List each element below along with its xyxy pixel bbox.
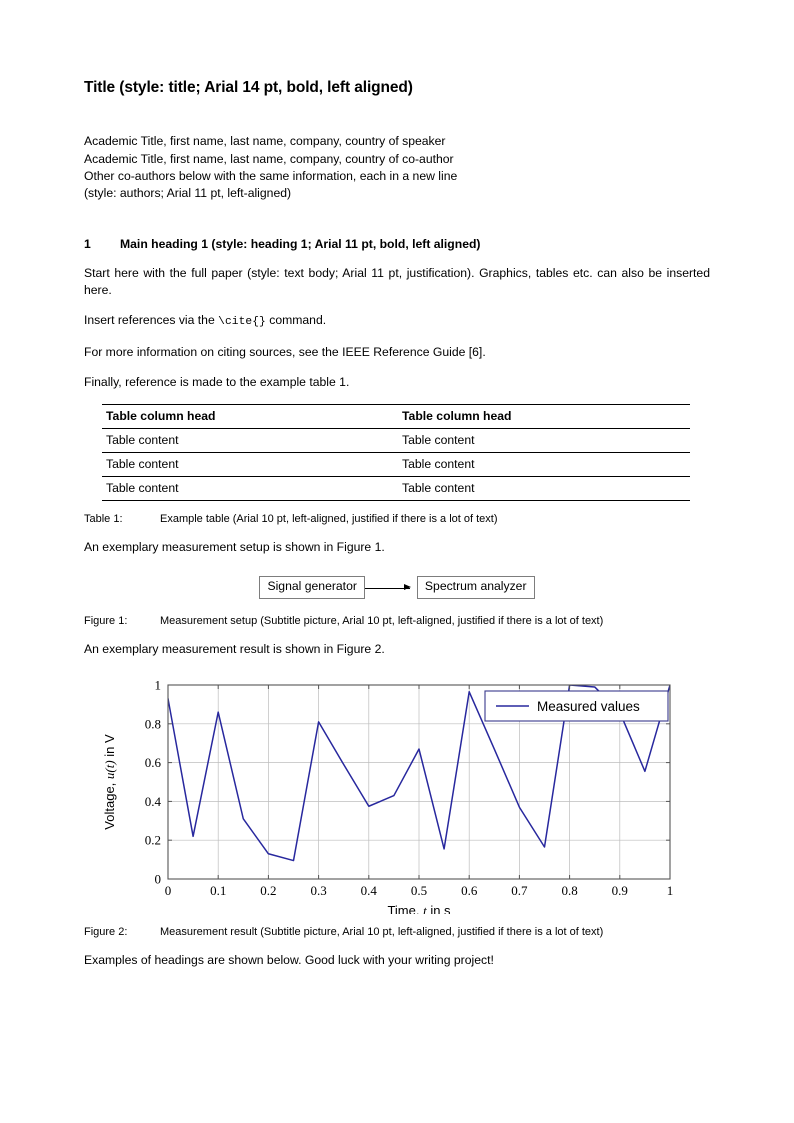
chart-legend: Measured values bbox=[484, 690, 669, 722]
y-tick-label: 0.4 bbox=[145, 794, 162, 809]
arrow-shaft bbox=[364, 587, 410, 589]
measurement-line-chart: 0 0.1 0.2 0.3 0.4 0.5 0.6 0.7 0.8 0.9 1 0 0.2 0.4 0.6 0… bbox=[84, 674, 710, 915]
table-row: Table content Table content bbox=[102, 429, 690, 453]
cite-command: \cite{} bbox=[218, 315, 266, 328]
table-cell: Table content bbox=[106, 457, 179, 472]
table-column-head-1: Table column head bbox=[106, 409, 216, 424]
table-cell: Table content bbox=[106, 481, 179, 496]
x-tick-label: 0.3 bbox=[310, 883, 326, 898]
page-title: Title (style: title; Arial 14 pt, bold, … bbox=[84, 79, 413, 96]
figure-1-caption: Figure 1: Measurement setup (Subtitle pi… bbox=[84, 615, 710, 627]
figure-caption-label: Figure 1: bbox=[84, 614, 128, 627]
body-paragraph-6: An exemplary measurement result is shown… bbox=[84, 641, 385, 656]
table-head: Table column head Table column head bbox=[102, 404, 690, 429]
figure-caption-text: Measurement setup (Subtitle picture, Ari… bbox=[160, 614, 604, 627]
author-line: Academic Title, first name, last name, c… bbox=[84, 134, 446, 149]
authors-block: Academic Title, first name, last name, c… bbox=[84, 133, 710, 202]
table-caption-text: Example table (Arial 10 pt, left-aligned… bbox=[160, 513, 498, 526]
body-paragraph-2: Insert references via the \cite{} comman… bbox=[84, 312, 710, 332]
x-tick-label: 0.8 bbox=[561, 883, 577, 898]
x-tick-label: 1 bbox=[667, 883, 674, 898]
body-paragraph-4: Finally, reference is made to the exampl… bbox=[84, 374, 350, 389]
y-tick-label: 0.8 bbox=[145, 717, 161, 732]
y-tick-label: 1 bbox=[155, 678, 162, 693]
x-tick-label: 0.9 bbox=[612, 883, 628, 898]
table-row: Table content Table content bbox=[102, 477, 690, 501]
x-axis-title: Time, t in s bbox=[387, 903, 451, 914]
table-header-row: Table column head Table column head bbox=[102, 404, 690, 429]
table-cell: Table content bbox=[402, 457, 475, 472]
x-tick-label: 0.7 bbox=[511, 883, 528, 898]
y-tick-label: 0 bbox=[155, 872, 162, 887]
y-tick-label: 0.6 bbox=[145, 755, 162, 770]
x-tick-label: 0.2 bbox=[260, 883, 276, 898]
example-table: Table column head Table column head Tabl… bbox=[102, 404, 690, 501]
section-heading-1: 1 Main heading 1 (style: heading 1; Aria… bbox=[84, 237, 710, 251]
body-paragraph-1: Start here with the full paper (style: t… bbox=[84, 265, 710, 298]
block-signal-generator: Signal generator bbox=[259, 576, 365, 599]
table-body: Table content Table content Table conten… bbox=[102, 429, 690, 501]
figure-caption-label: Figure 2: bbox=[84, 926, 128, 939]
page-content: Title (style: title; Arial 14 pt, bold, … bbox=[84, 78, 710, 979]
x-tick-label: 0.4 bbox=[361, 883, 378, 898]
figure-caption-text: Measurement result (Subtitle picture, Ar… bbox=[160, 926, 604, 939]
author-line: Other co-authors below with the same inf… bbox=[84, 168, 458, 183]
table-cell: Table content bbox=[402, 481, 475, 496]
author-line: (style: authors; Arial 11 pt, left-align… bbox=[84, 186, 292, 201]
data-series-line bbox=[168, 685, 670, 862]
cite-text-before: Insert references via the bbox=[84, 312, 219, 327]
example-table-wrapper: Table column head Table column head Tabl… bbox=[102, 404, 690, 501]
figure-2-chart: 0 0.1 0.2 0.3 0.4 0.5 0.6 0.7 0.8 0.9 1 0 0.2 0.4 0.6 0… bbox=[84, 674, 710, 915]
section-number: 1 bbox=[84, 236, 91, 251]
author-line: Academic Title, first name, last name, c… bbox=[84, 151, 454, 166]
table-cell: Table content bbox=[106, 433, 179, 448]
closing-paragraph: Examples of headings are shown below. Go… bbox=[84, 953, 494, 968]
cite-text-after: command. bbox=[265, 312, 327, 327]
block-spectrum-analyzer: Spectrum analyzer bbox=[416, 576, 535, 599]
x-tick-label: 0.1 bbox=[210, 883, 226, 898]
figure-1-block-diagram: Signal generator Spectrum analyzer bbox=[84, 573, 710, 603]
table-1-caption: Table 1: Example table (Arial 10 pt, lef… bbox=[84, 513, 710, 525]
x-tick-label: 0 bbox=[165, 883, 172, 898]
chart-svg: 0 0.1 0.2 0.3 0.4 0.5 0.6 0.7 0.8 0.9 1 0 0.2 0.4 0.6 0… bbox=[102, 678, 674, 915]
body-paragraph-5: An exemplary measurement setup is shown … bbox=[84, 540, 385, 555]
body-paragraph-3: For more information on citing sources, … bbox=[84, 344, 486, 359]
y-tick-label: 0.2 bbox=[145, 833, 161, 848]
right-arrow-icon bbox=[364, 582, 417, 594]
table-cell: Table content bbox=[402, 433, 475, 448]
table-column-head-2: Table column head bbox=[402, 409, 512, 424]
x-tick-label: 0.6 bbox=[461, 883, 478, 898]
figure-2-caption: Figure 2: Measurement result (Subtitle p… bbox=[84, 926, 710, 938]
y-axis-title: Voltage, u(t) in V bbox=[102, 734, 117, 830]
legend-label: Measured values bbox=[537, 699, 640, 714]
section-heading-text: Main heading 1 (style: heading 1; Arial … bbox=[120, 236, 481, 251]
arrow-head bbox=[403, 584, 411, 591]
table-caption-label: Table 1: bbox=[84, 513, 123, 526]
x-tick-label: 0.5 bbox=[411, 883, 427, 898]
table-row: Table content Table content bbox=[102, 453, 690, 477]
